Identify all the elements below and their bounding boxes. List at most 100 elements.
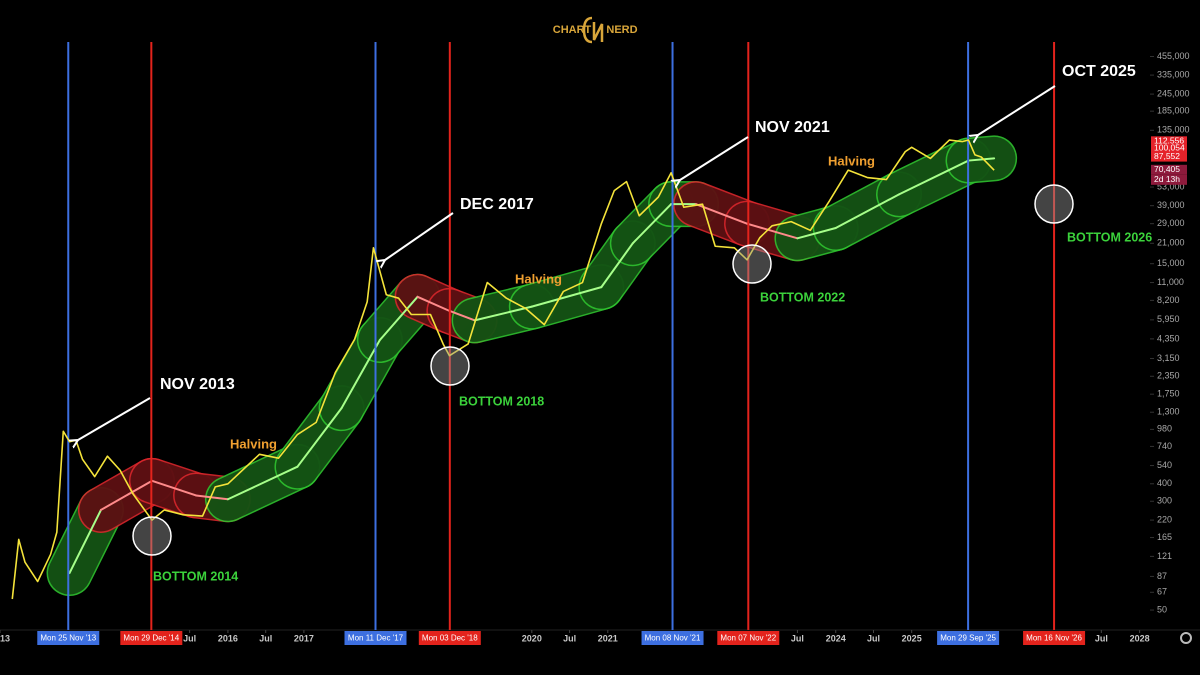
y-tick-label: 3,150 [1157, 353, 1180, 363]
date-badge [37, 631, 100, 645]
band-center [796, 227, 837, 240]
y-tick-label: 5,950 [1157, 314, 1180, 324]
brand-left: CHART [553, 24, 592, 36]
bottom-label: BOTTOM 2022 [760, 290, 845, 304]
y-tick-label: 21,000 [1157, 238, 1185, 248]
band-center [195, 494, 229, 501]
band-center [99, 479, 153, 511]
bottom-label: BOTTOM 2018 [459, 394, 544, 408]
y-tick-label: 220 [1157, 514, 1172, 524]
y-tick-label: 980 [1157, 424, 1172, 434]
y-tick-label: 335,000 [1157, 69, 1190, 79]
logo-mark [582, 16, 604, 44]
settings-icon[interactable] [1180, 632, 1192, 644]
y-tick-label: 1,750 [1157, 389, 1180, 399]
date-badge-label: Mon 08 Nov '21 [645, 634, 701, 643]
callout-label: NOV 2013 [160, 376, 235, 393]
y-tick-label: 1,300 [1157, 407, 1180, 417]
bottom-circle [132, 516, 172, 556]
band-center [746, 222, 799, 240]
band-center [473, 305, 533, 322]
logo: CHART NERD [553, 16, 638, 44]
bottom-circle [430, 346, 470, 386]
x-tick-label: Jul [183, 633, 196, 643]
x-tick-label: Jul [791, 633, 804, 643]
date-badge [1023, 631, 1086, 645]
callout-arrow [385, 212, 454, 260]
band-center [226, 465, 299, 501]
band-center [68, 508, 102, 575]
band-center [296, 407, 343, 468]
x-tick-label: 2028 [1130, 633, 1150, 643]
price-line [11, 139, 995, 600]
price-badge [1151, 143, 1187, 154]
band-center [448, 309, 476, 322]
date-badge-label: Mon 07 Nov '22 [720, 634, 776, 643]
x-tick-label: 2017 [294, 633, 314, 643]
band-center [631, 203, 673, 245]
bottom-circle [1034, 184, 1074, 224]
x-tick-label: 2021 [598, 633, 618, 643]
date-badge-label: Mon 03 Dec '18 [422, 634, 478, 643]
date-badge [120, 631, 183, 645]
y-tick-label: 29,000 [1157, 218, 1185, 228]
y-tick-label: 185,000 [1157, 106, 1190, 116]
band-center [340, 339, 381, 410]
price-badge [1151, 136, 1187, 147]
band-center [378, 295, 419, 342]
halving-label: Halving [230, 436, 277, 451]
x-tick-label: 2024 [826, 633, 846, 643]
band-center [600, 242, 634, 289]
countdown-label: 2d 13h [1154, 174, 1180, 184]
band-center [530, 286, 603, 308]
band-center [834, 193, 901, 230]
x-tick-label: 2013 [0, 633, 10, 643]
y-tick-label: 300 [1157, 496, 1172, 506]
y-tick-label: 2,350 [1157, 371, 1180, 381]
y-tick-label: 740 [1157, 441, 1172, 451]
y-tick-label: 165 [1157, 532, 1172, 542]
date-badge-label: Mon 16 Nov '26 [1026, 634, 1082, 643]
band-center [416, 295, 451, 312]
y-tick-label: 121 [1157, 551, 1172, 561]
halving-label: Halving [828, 153, 875, 168]
band-center [695, 203, 749, 225]
x-tick-label: 2025 [902, 633, 922, 643]
x-tick-label: Jul [867, 633, 880, 643]
brand-right: NERD [606, 24, 637, 36]
x-tick-label: 2016 [218, 633, 238, 643]
y-tick-label: 540 [1157, 460, 1172, 470]
date-badge [641, 631, 704, 645]
price-badge-label: 87,552 [1154, 151, 1180, 161]
price-badge [1151, 164, 1187, 175]
date-badge-label: Mon 29 Sep '25 [940, 634, 996, 643]
callout-arrow [680, 136, 749, 180]
y-tick-label: 87 [1157, 571, 1167, 581]
callout-label: NOV 2021 [755, 119, 830, 136]
y-tick-label: 245,000 [1157, 88, 1190, 98]
date-badge-label: Mon 25 Nov '13 [40, 634, 96, 643]
countdown-badge [1151, 174, 1187, 185]
date-badge-label: Mon 11 Dec '17 [348, 634, 404, 643]
price-badge [1151, 151, 1187, 162]
y-tick-label: 135,000 [1157, 125, 1190, 135]
y-tick-label: 400 [1157, 478, 1172, 488]
band-center [898, 159, 970, 196]
y-tick-label: 39,000 [1157, 200, 1185, 210]
bottom-label: BOTTOM 2014 [153, 569, 238, 583]
bottom-circle [732, 244, 772, 284]
y-tick-label: 53,000 [1157, 181, 1185, 191]
date-badge-label: Mon 29 Dec '14 [123, 634, 179, 643]
callout-arrow [978, 85, 1056, 135]
callout-label: DEC 2017 [460, 196, 534, 213]
x-tick-label: 2020 [522, 633, 542, 643]
y-tick-label: 4,350 [1157, 333, 1180, 343]
date-badge [937, 631, 1000, 645]
x-tick-label: Jul [563, 633, 576, 643]
price-badge-label: 100,054 [1154, 143, 1185, 153]
callout-label: OCT 2025 [1062, 63, 1136, 80]
x-tick-label: Jul [1095, 633, 1108, 643]
